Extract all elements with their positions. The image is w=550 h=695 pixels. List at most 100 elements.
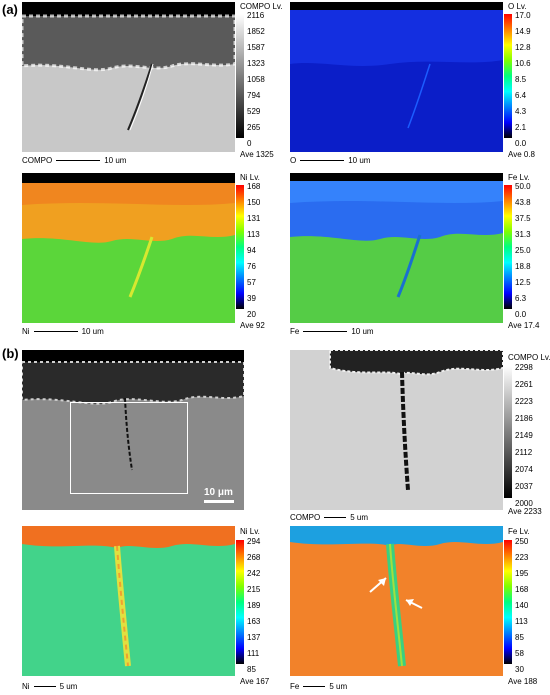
tick: 168	[247, 182, 261, 191]
scale-bar: Fe 5 um	[290, 682, 347, 691]
colorbar-ticks: 17.0 14.9 12.8 10.6 8.5 6.4 4.3 2.1 0.0	[515, 12, 549, 148]
tick: 265	[247, 123, 261, 132]
map-name: O	[290, 156, 297, 165]
scalebar-line	[204, 500, 234, 503]
tick: 2223	[515, 397, 533, 406]
o-map-image	[290, 2, 503, 152]
tick: 2298	[515, 363, 533, 372]
tick: 76	[247, 262, 256, 271]
tick: 140	[515, 601, 529, 610]
tick: 6.3	[515, 294, 527, 303]
map-name: Ni	[22, 327, 30, 336]
scale-label: 5 um	[59, 682, 78, 691]
tick: 294	[247, 537, 261, 546]
tick: 18.8	[515, 262, 531, 271]
tick: 14.9	[515, 27, 531, 36]
zoom-region-box	[70, 402, 188, 494]
tick: 529	[247, 107, 261, 116]
colorbar-title: Fe Lv.	[508, 527, 530, 536]
tick: 50.0	[515, 182, 531, 191]
label-b: (b)	[2, 346, 19, 361]
compo-zoom-colorbar	[504, 366, 512, 498]
fe-zoom-colorbar	[504, 540, 512, 664]
compo-map-image	[22, 2, 235, 152]
tick: 2112	[515, 448, 533, 457]
map-name: Ni	[22, 682, 30, 691]
tick: 39	[247, 294, 256, 303]
scale-line	[33, 331, 78, 332]
average-value: Ave 92	[240, 321, 265, 330]
tick: 4.3	[515, 107, 527, 116]
tick: 195	[515, 569, 529, 578]
tick: 0	[247, 139, 252, 148]
map-name: Fe	[290, 327, 300, 336]
tick: 1058	[247, 75, 265, 84]
fe-map-image	[290, 173, 503, 323]
compo-zoom-svg	[329, 350, 503, 491]
colorbar-ticks: 50.0 43.8 37.5 31.3 25.0 18.8 12.5 6.3 0…	[515, 182, 549, 319]
fe-colorbar	[504, 185, 512, 309]
tick: 2.1	[515, 123, 527, 132]
tick: 137	[247, 633, 261, 642]
colorbar-title: Ni Lv.	[240, 173, 260, 182]
colorbar-ticks: 250 223 195 168 140 113 85 58 30	[515, 537, 549, 674]
average-value: Ave 2233	[508, 507, 542, 516]
colorbar-ticks: 294 268 242 215 189 163 137 111 85	[247, 537, 281, 674]
tick: 31.3	[515, 230, 531, 239]
sem-image: 10 μm	[22, 350, 244, 510]
colorbar-title: COMPO Lv.	[508, 353, 550, 362]
scale-label: 10 um	[81, 327, 104, 336]
tick: 131	[247, 214, 261, 223]
colorbar-ticks: 2298 2261 2223 2186 2149 2112 2074 2037 …	[515, 363, 549, 508]
colorbar-title: COMPO Lv.	[240, 2, 283, 11]
tick: 2037	[515, 482, 533, 491]
tick: 794	[247, 91, 261, 100]
average-value: Ave 188	[508, 677, 538, 686]
ni-zoom-image	[22, 526, 235, 676]
tick: 30	[515, 665, 524, 674]
colorbar-title: O Lv.	[508, 2, 527, 11]
tick: 2149	[515, 431, 533, 440]
ni-zoom-svg	[22, 526, 235, 667]
scale-label: 10 um	[351, 327, 374, 336]
tick: 113	[247, 230, 260, 239]
scalebar-label: 10 μm	[204, 487, 233, 498]
scale-line	[303, 331, 348, 332]
scale-bar: Ni 5 um	[22, 682, 77, 691]
o-map-svg	[290, 2, 503, 129]
map-name: Fe	[290, 682, 300, 691]
fe-map-svg	[290, 173, 503, 298]
scale-label: 10 um	[104, 156, 127, 165]
tick: 0.0	[515, 310, 527, 319]
colorbar-ticks: 168 150 131 113 94 76 57 39 20	[247, 182, 281, 319]
tick: 37.5	[515, 214, 531, 223]
o-colorbar	[504, 14, 512, 138]
tick: 58	[515, 649, 524, 658]
average-value: Ave 167	[240, 677, 270, 686]
scale-line	[303, 686, 326, 687]
compo-zoom-image	[290, 350, 503, 510]
tick: 2261	[515, 380, 533, 389]
tick: 0.0	[515, 139, 527, 148]
tick: 12.8	[515, 43, 531, 52]
fe-zoom-svg	[290, 526, 503, 667]
tick: 2116	[247, 11, 265, 20]
tick: 223	[515, 553, 529, 562]
tick: 268	[247, 553, 261, 562]
tick: 20	[247, 310, 256, 319]
scale-line	[324, 517, 347, 518]
scale-bar: Ni 10 um	[22, 327, 104, 336]
tick: 250	[515, 537, 529, 546]
tick: 94	[247, 246, 256, 255]
tick: 1852	[247, 27, 265, 36]
sem-svg	[22, 350, 244, 471]
scale-label: 5 um	[350, 513, 369, 522]
tick: 85	[247, 665, 256, 674]
tick: 242	[247, 569, 261, 578]
map-name: COMPO	[22, 156, 53, 165]
scale-bar: Fe 10 um	[290, 327, 374, 336]
compo-map-svg	[22, 2, 235, 131]
ni-colorbar	[236, 185, 244, 309]
scale-bar: COMPO 5 um	[290, 513, 368, 522]
tick: 2186	[515, 414, 533, 423]
